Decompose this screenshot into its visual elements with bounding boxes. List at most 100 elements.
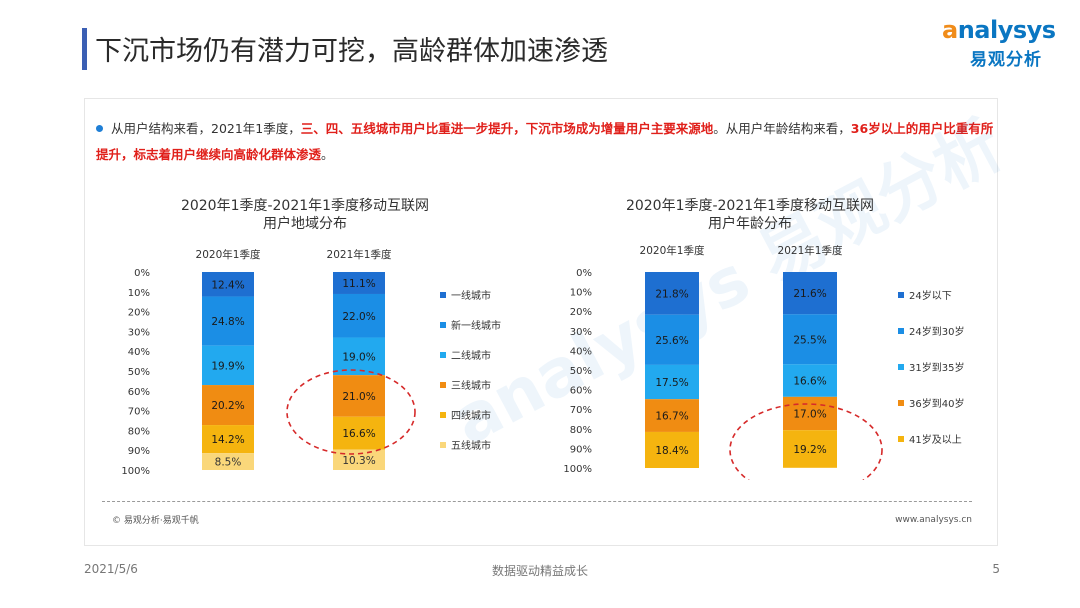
legend-label: 二线城市 [451,349,491,362]
y-tick-label: 20% [570,307,592,318]
bar-segment [645,272,699,315]
chart-title-line: 用户年龄分布 [708,215,792,232]
logo-chinese: 易观分析 [970,50,1042,70]
bar-segment [783,430,837,468]
legend-label: 24岁以下 [909,289,952,302]
bar-segment [202,453,254,470]
bar-segment [645,399,699,432]
y-tick-label: 90% [128,446,150,457]
legend-label: 36岁到40岁 [909,397,964,410]
chart-title-line: 2020年1季度-2021年1季度移动互联网 [626,198,874,214]
bar-segment [202,345,254,386]
data-label: 24.8% [211,316,244,328]
legend-label: 五线城市 [451,439,491,452]
bar-segment [783,272,837,315]
y-tick-label: 40% [128,347,150,358]
legend-swatch [440,352,446,358]
site-url: www.analysys.cn [895,515,972,525]
data-label: 19.9% [211,360,244,372]
page-title: 下沉市场仍有潜力可挖，高龄群体加速渗透 [95,36,608,67]
bar-segment [645,431,699,468]
legend-label: 31岁到35岁 [909,361,964,374]
y-tick-label: 90% [570,444,592,455]
data-label: 17.5% [655,377,688,389]
data-label: 16.6% [342,428,375,440]
title-accent-bar [82,28,87,70]
legend-swatch [440,382,446,388]
legend-swatch [898,292,904,298]
data-label: 17.0% [793,409,826,421]
footer-date: 2021/5/6 [84,562,138,576]
bar-segment [202,296,254,346]
y-tick-label: 80% [570,425,592,436]
summary-part: 从用户结构来看，2021年1季度， [111,121,301,136]
data-label: 25.5% [793,334,826,346]
legend-label: 41岁及以上 [909,433,962,446]
y-tick-label: 10% [128,288,150,299]
data-label: 25.6% [655,335,688,347]
bar-segment [333,416,385,450]
legend-label: 24岁到30岁 [909,325,964,338]
y-tick-label: 70% [570,405,592,416]
data-label: 12.4% [211,279,244,291]
bar-segment [783,396,837,431]
bar-segment [333,449,385,470]
legend-swatch [898,328,904,334]
y-tick-label: 70% [128,407,150,418]
summary-text: 从用户结构来看，2021年1季度，三、四、五线城市用户比重进一步提升，下沉市场成… [96,116,994,168]
y-tick-label: 100% [121,466,150,477]
legend-label: 四线城市 [451,409,491,422]
data-label: 20.2% [211,400,244,412]
logo-wordmark: analysys [942,16,1056,44]
highlight-ellipse [286,369,416,455]
y-tick-label: 100% [563,464,592,475]
bar-segment [202,425,254,454]
bar-segment [645,364,699,400]
summary-part: 。 [321,147,334,162]
source-note: © 易观分析·易观千帆 [112,516,199,526]
category-label: 2020年1季度 [640,244,705,257]
data-label: 8.5% [215,457,242,469]
y-tick-label: 30% [570,327,592,338]
y-tick-label: 60% [570,386,592,397]
data-label: 21.6% [793,288,826,300]
analysys-logo: analysys 易观分析 [942,16,1056,72]
summary-highlight: 三、四、五线城市用户比重进一步提升，下沉市场成为增量用户主要来源地 [300,121,714,136]
footer-divider [102,501,972,502]
highlight-ellipse [729,403,883,480]
bar-segment [333,272,385,294]
legend-swatch [440,442,446,448]
legend-label: 新一线城市 [451,319,501,332]
bar-segment [783,364,837,397]
legend-label: 三线城市 [451,379,491,392]
y-tick-label: 30% [128,327,150,338]
bar-segment [783,314,837,365]
data-label: 11.1% [342,278,375,290]
footer-slogan: 数据驱动精益成长 [491,564,588,578]
bar-segment [202,272,254,297]
data-label: 19.0% [342,351,375,363]
chart-title-line: 用户地域分布 [263,215,347,232]
category-label: 2021年1季度 [778,244,843,257]
data-label: 19.2% [793,444,826,456]
bar-segment [333,375,385,417]
data-label: 10.3% [342,455,375,467]
y-tick-label: 80% [128,426,150,437]
bar-segment [333,337,385,376]
summary-highlight: 36岁以上的用户比重有所提升，标志着用户继续向高龄化群体渗透 [96,121,994,162]
data-label: 18.4% [655,445,688,457]
y-tick-label: 20% [128,308,150,319]
data-label: 16.6% [793,376,826,388]
bar-segment [333,293,385,338]
summary-part: 。从用户年龄结构来看， [713,121,851,136]
legend-swatch [440,412,446,418]
data-label: 21.8% [655,288,688,300]
y-tick-label: 40% [570,346,592,357]
legend-label: 一线城市 [451,289,491,302]
chart-title-line: 2020年1季度-2021年1季度移动互联网 [181,198,429,214]
legend-swatch [898,400,904,406]
data-label: 22.0% [342,311,375,323]
data-label: 21.0% [342,391,375,403]
